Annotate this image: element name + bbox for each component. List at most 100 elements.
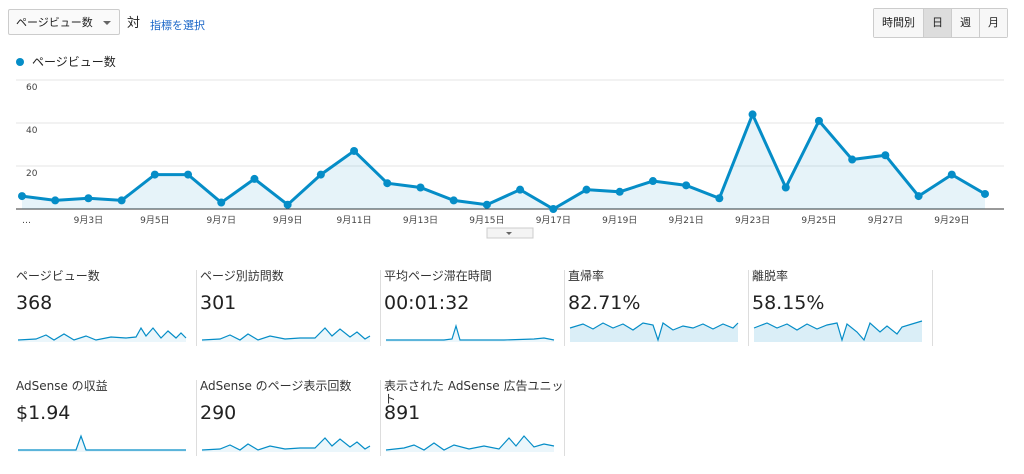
- point: [84, 194, 93, 203]
- sparkline: [18, 434, 186, 452]
- point: [648, 177, 657, 186]
- metric-value: 301: [200, 292, 237, 314]
- x-tick-label: 9月29日: [934, 215, 969, 226]
- point: [51, 196, 60, 205]
- point: [18, 192, 26, 201]
- x-tick-label: 9月17日: [536, 215, 571, 226]
- x-tick-label: 9月27日: [868, 215, 903, 226]
- metric-cell[interactable]: AdSense の収益 $1.94: [16, 380, 197, 456]
- point: [316, 170, 325, 179]
- x-tick-label: 9月13日: [403, 215, 438, 226]
- x-tick-label: 9月7日: [207, 215, 236, 226]
- sparkline-area: [570, 323, 738, 342]
- point: [615, 187, 624, 196]
- metric-label: 表示された AdSense 広告ユニット: [384, 379, 564, 406]
- point: [482, 200, 491, 209]
- point: [549, 205, 558, 213]
- y-tick-label: 60: [26, 83, 38, 93]
- point: [250, 174, 259, 183]
- sparkline: [385, 435, 555, 452]
- metric-label: AdSense の収益: [16, 379, 108, 393]
- period-button[interactable]: 月: [979, 9, 1007, 37]
- metric-value: 368: [16, 292, 53, 314]
- sparkline-line: [18, 434, 186, 451]
- sparkline-line: [201, 327, 371, 341]
- metric-label: 平均ページ滞在時間: [384, 269, 492, 283]
- sparkline-line: [753, 320, 923, 342]
- point: [184, 170, 193, 179]
- chart: ページビュー数 20 40 60 … 9月3日 9月5日 9月7日 9月9日 9月11日 9月13…: [16, 54, 1004, 239]
- period-button[interactable]: 時間別: [874, 9, 923, 37]
- metric-cell[interactable]: 平均ページ滞在時間 00:01:32: [384, 270, 565, 346]
- x-tick-label: …: [22, 216, 31, 226]
- point: [217, 198, 226, 207]
- point: [881, 151, 890, 160]
- metric-select[interactable]: ページビュー数: [8, 9, 120, 35]
- metric-value: 82.71%: [568, 292, 641, 314]
- sparkline: [386, 323, 555, 342]
- x-tick-label: 9月19日: [602, 215, 637, 226]
- metric-cell[interactable]: AdSense のページ表示回数 290: [200, 380, 381, 456]
- point: [914, 192, 923, 201]
- legend-label: ページビュー数: [32, 54, 116, 69]
- point: [781, 183, 790, 192]
- metric-cell[interactable]: 離脱率 58.15%: [752, 270, 933, 346]
- sparkline: [17, 326, 187, 342]
- x-tick-label: 9月23日: [735, 215, 770, 226]
- sparkline: [201, 327, 371, 342]
- x-tick-label: 9月5日: [140, 215, 169, 226]
- point: [814, 116, 823, 125]
- sparkline-line: [386, 323, 555, 341]
- period-button[interactable]: 日: [923, 9, 951, 37]
- metric-value: $1.94: [16, 402, 71, 424]
- legend-marker: [16, 58, 24, 66]
- metric-cell[interactable]: ページビュー数 368: [16, 270, 197, 346]
- sparkline-line: [201, 437, 371, 451]
- vs-label: 対: [127, 16, 141, 31]
- line: [21, 110, 986, 211]
- x-tick-label: 9月15日: [469, 215, 504, 226]
- collapse-icon: [506, 232, 512, 235]
- point: [981, 189, 989, 198]
- metric-cell[interactable]: ページ別訪問数 301: [200, 270, 381, 346]
- sparkline-area: [202, 438, 370, 452]
- point: [947, 170, 956, 179]
- period-buttons: 時間別 日 週 月: [873, 8, 1008, 38]
- x-tick-label: 9月21日: [669, 215, 704, 226]
- point: [682, 181, 691, 190]
- metric-value: 58.15%: [752, 292, 825, 314]
- y-tick-label: 20: [26, 169, 38, 179]
- sparkline-area: [18, 328, 186, 342]
- sparkline-area: [202, 328, 370, 342]
- point: [715, 194, 724, 203]
- metric-label: AdSense のページ表示回数: [200, 379, 352, 393]
- metric-value: 290: [200, 402, 237, 424]
- metric-value: 891: [384, 402, 421, 424]
- x-tick-label: 9月9日: [273, 215, 302, 226]
- sparkline-area: [754, 321, 922, 342]
- select-metric-link[interactable]: 指標を選択: [150, 19, 205, 32]
- metric-label: ページ別訪問数: [200, 269, 284, 283]
- point: [150, 170, 159, 179]
- x-tick-label: 9月11日: [336, 215, 371, 226]
- metric-label: 離脱率: [752, 269, 789, 283]
- point: [350, 146, 359, 155]
- point: [449, 196, 458, 205]
- period-button[interactable]: 週: [951, 9, 979, 37]
- point: [117, 196, 126, 205]
- metric-cell[interactable]: 表示された AdSense 広告ユニット 891: [384, 380, 565, 456]
- x-tick-label: 9月25日: [801, 215, 836, 226]
- metric-label: ページビュー数: [16, 269, 100, 283]
- metric-cell[interactable]: 直帰率 82.71%: [568, 270, 749, 346]
- point: [283, 200, 292, 209]
- point: [416, 183, 425, 192]
- sparkline: [569, 322, 739, 342]
- sparkline-area: [386, 436, 554, 452]
- y-tick-label: 40: [26, 126, 38, 136]
- sparkline-line: [385, 435, 555, 451]
- metric-value: 00:01:32: [384, 292, 470, 314]
- sparkline: [753, 320, 923, 342]
- area: [22, 114, 985, 209]
- point: [516, 185, 525, 194]
